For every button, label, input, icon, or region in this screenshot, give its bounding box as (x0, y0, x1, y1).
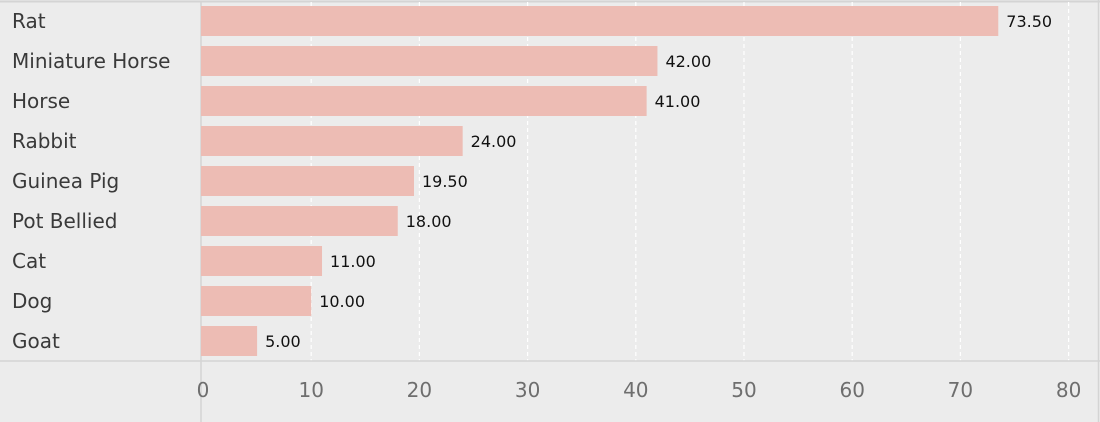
bar[interactable] (201, 326, 258, 356)
x-tick-label: 40 (623, 378, 648, 402)
x-tick-label: 50 (731, 378, 756, 402)
bar[interactable] (201, 286, 312, 316)
category-label: Dog (12, 289, 52, 313)
bar[interactable] (201, 206, 398, 236)
value-label: 10.00 (319, 292, 365, 311)
bar[interactable] (201, 86, 647, 116)
category-label: Guinea Pig (12, 169, 119, 193)
value-label: 42.00 (665, 52, 711, 71)
value-label: 41.00 (655, 92, 701, 111)
bar[interactable] (201, 46, 658, 76)
value-label: 18.00 (406, 212, 452, 231)
value-label: 11.00 (330, 252, 376, 271)
value-label: 19.50 (422, 172, 468, 191)
category-label: Rabbit (12, 129, 77, 153)
x-tick-label: 0 (197, 378, 210, 402)
category-label: Pot Bellied (12, 209, 117, 233)
category-label: Miniature Horse (12, 49, 171, 73)
bar[interactable] (201, 6, 999, 36)
x-tick-label: 60 (839, 378, 864, 402)
bar[interactable] (201, 126, 463, 156)
category-label: Cat (12, 249, 46, 273)
bar[interactable] (201, 246, 323, 276)
bar[interactable] (201, 166, 414, 196)
x-tick-label: 80 (1056, 378, 1081, 402)
x-tick-label: 10 (298, 378, 323, 402)
category-label: Rat (12, 9, 46, 33)
x-tick-label: 30 (515, 378, 540, 402)
value-label: 24.00 (471, 132, 517, 151)
x-tick-label: 70 (948, 378, 973, 402)
value-label: 5.00 (265, 332, 301, 351)
x-tick-label: 20 (407, 378, 432, 402)
category-label: Goat (12, 329, 60, 353)
category-label: Horse (12, 89, 70, 113)
value-label: 73.50 (1006, 12, 1052, 31)
